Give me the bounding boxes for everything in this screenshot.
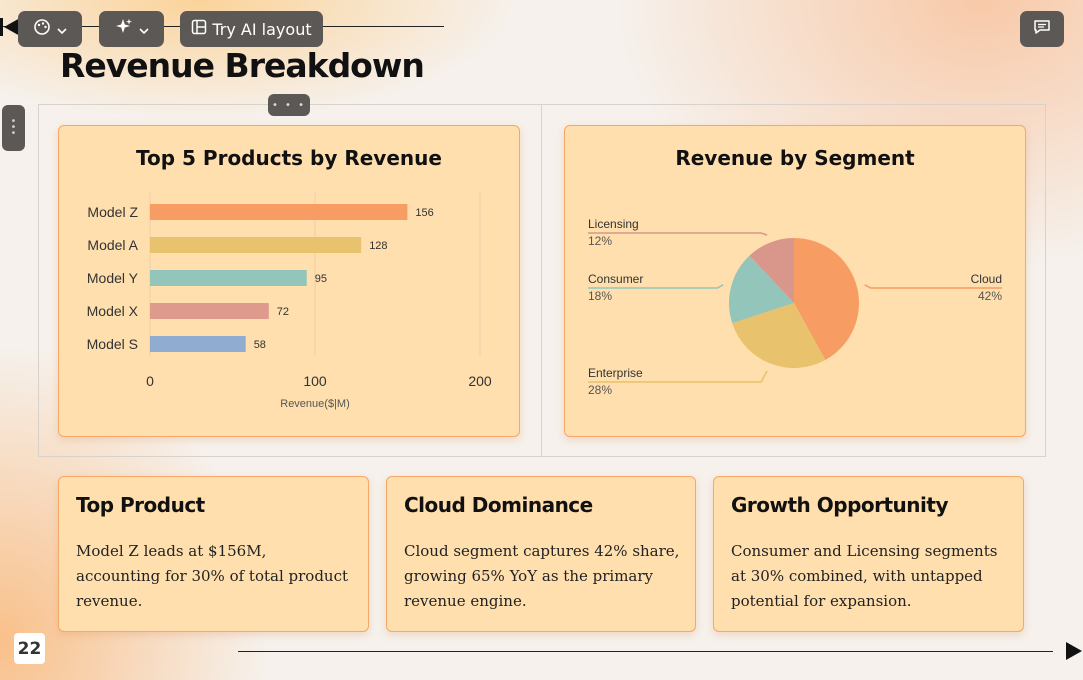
bar[interactable] <box>150 237 362 253</box>
leader-line <box>864 284 1002 289</box>
pie-slice[interactable] <box>729 255 794 324</box>
play-icon[interactable] <box>1064 641 1083 661</box>
leader-line <box>588 284 724 289</box>
theme-button[interactable] <box>18 11 82 47</box>
data-label: 58 <box>254 339 266 351</box>
x-tick-label: 200 <box>468 373 492 389</box>
bar[interactable] <box>150 204 408 220</box>
insight-text: Model Z leads at $156M, accounting for 3… <box>76 542 349 610</box>
y-tick-label: Model Y <box>87 270 139 286</box>
insight-title: Growth Opportunity <box>731 493 949 517</box>
chevron-down-icon <box>57 20 67 39</box>
pie-chart-card: Revenue by Segment Cloud 42% Enterprise 28%… <box>564 125 1026 437</box>
chevron-down-icon <box>138 20 149 39</box>
insight-card-cloud-dominance: Cloud Dominance Cloud segment captures 4… <box>386 476 696 632</box>
pie-chart: Cloud 42% Enterprise 28% Consumer 18% Licensin… <box>588 217 1002 397</box>
bar[interactable] <box>150 336 246 352</box>
bar-chart-card: Top 5 Products by Revenue 0 100 200 Revenue… <box>58 125 520 437</box>
data-label: 72 <box>277 306 289 318</box>
insight-title: Cloud Dominance <box>404 493 593 517</box>
data-label: 95 <box>315 273 327 285</box>
side-drag-handle-icon[interactable]: • • • <box>2 105 25 151</box>
skip-back-icon[interactable] <box>0 17 22 37</box>
pie-value-label: 42% <box>978 289 1002 303</box>
y-tick-label: Model S <box>87 336 138 352</box>
comment-icon <box>1033 18 1051 40</box>
frame-divider <box>541 104 542 457</box>
x-axis-label: Revenue($|M) <box>280 398 350 410</box>
drag-handle-icon[interactable]: • • • <box>268 94 310 116</box>
bar[interactable] <box>150 303 269 319</box>
insight-text: Consumer and Licensing segments at 30% c… <box>731 542 998 610</box>
x-tick-label: 100 <box>303 373 327 389</box>
pie-label: Licensing <box>588 217 639 231</box>
comments-button[interactable] <box>1020 11 1064 47</box>
data-label: 156 <box>415 207 433 219</box>
pie-label: Cloud <box>971 272 1002 286</box>
page-number: 22 <box>14 633 45 664</box>
pie-value-label: 28% <box>588 383 612 397</box>
pie-slice[interactable] <box>794 238 859 360</box>
palette-icon <box>33 18 51 40</box>
ai-menu-button[interactable] <box>99 11 164 47</box>
insight-text: Cloud segment captures 42% share, growin… <box>404 542 680 610</box>
insight-title: Top Product <box>76 493 205 517</box>
data-label: 128 <box>369 240 387 252</box>
pie-value-label: 18% <box>588 289 612 303</box>
leader-line <box>588 232 768 236</box>
sparkles-icon <box>115 18 133 40</box>
leader-line <box>588 370 768 383</box>
x-tick-label: 0 <box>146 373 154 389</box>
ai-layout-label: Try AI layout <box>212 19 312 39</box>
page-title: Revenue Breakdown <box>60 46 425 85</box>
pie-slice[interactable] <box>732 303 826 368</box>
chart-title: Revenue by Segment <box>675 146 915 170</box>
pie-slice[interactable] <box>749 238 794 303</box>
progress-line <box>238 651 1053 652</box>
y-tick-label: Model X <box>87 303 139 319</box>
ai-layout-button[interactable]: Try AI layout <box>180 11 323 47</box>
chart-title: Top 5 Products by Revenue <box>136 146 442 170</box>
y-tick-label: Model A <box>87 237 138 253</box>
insight-card-growth-opportunity: Growth Opportunity Consumer and Licensin… <box>713 476 1024 632</box>
chart-frame <box>38 104 1046 457</box>
pie-value-label: 12% <box>588 234 612 248</box>
y-tick-label: Model Z <box>87 204 138 220</box>
pie-label: Enterprise <box>588 366 643 380</box>
bar[interactable] <box>150 270 307 286</box>
bar-chart: 0 100 200 Revenue($|M) Model Z 156 Model A 128 M… <box>87 193 492 410</box>
layout-icon <box>191 19 207 39</box>
pie-label: Consumer <box>588 272 643 286</box>
insight-card-top-product: Top Product Model Z leads at $156M, acco… <box>58 476 369 632</box>
